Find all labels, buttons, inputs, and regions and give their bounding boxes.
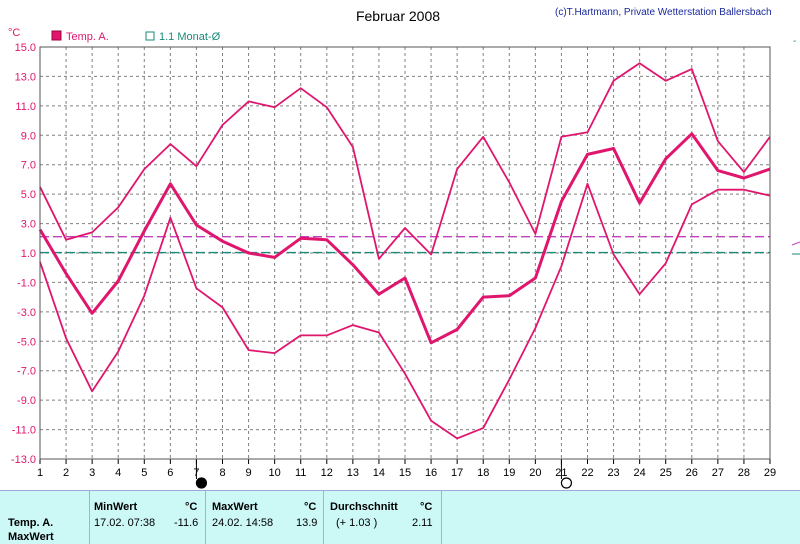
x-tick-label: 15: [399, 467, 411, 479]
divider: [441, 491, 442, 544]
legend-temp-swatch: [51, 30, 62, 41]
x-tick-label: 19: [503, 467, 515, 479]
max-date: 24.02. 14:58: [212, 517, 274, 529]
y-tick-label: 9.0: [21, 130, 36, 142]
x-tick-label: 3: [89, 467, 95, 479]
x-axis-ticks: 1234567891011121314151617181920212223242…: [37, 459, 776, 479]
moon-phase-markers: [195, 459, 573, 489]
reference-lines: [40, 236, 770, 254]
min-header: MinWert: [94, 501, 138, 513]
y-tick-label: 7.0: [21, 160, 36, 172]
min-date: 17.02. 07:38: [94, 517, 156, 529]
divider: [323, 491, 324, 544]
x-tick-label: 29: [764, 467, 776, 479]
stats-row-label: Temp. A.: [8, 517, 54, 529]
y-tick-label: 15.0: [15, 42, 36, 54]
x-tick-label: 4: [115, 467, 121, 479]
divider: [89, 491, 90, 544]
x-tick-label: 27: [712, 467, 724, 479]
y-axis-ticks: 15.0 13.0 11.0 9.0 7.0 5.0 3.0 1.0 -1.0 -3.0 -5.0 -…: [11, 42, 36, 466]
x-tick-label: 12: [321, 467, 333, 479]
x-tick-label: 18: [477, 467, 489, 479]
plot-frame: [39, 46, 771, 460]
y-axis-unit: °C: [8, 27, 20, 39]
max-unit: °C: [304, 501, 317, 513]
divider: [205, 491, 206, 544]
y-tick-label: -5.0: [17, 336, 36, 348]
stats-row-label-2: MaxWert: [8, 531, 54, 543]
x-tick-label: 25: [660, 467, 672, 479]
full-moon-icon: [560, 477, 573, 489]
legend-avg-swatch: [145, 31, 155, 41]
y-tick-label: -7.0: [17, 366, 36, 378]
x-tick-label: 13: [347, 467, 359, 479]
x-tick-label: 22: [581, 467, 593, 479]
x-tick-label: 11: [295, 467, 306, 479]
max-header: MaxWert: [212, 501, 258, 513]
y-tick-label: 13.0: [15, 71, 36, 83]
y-tick-label: 11.0: [15, 101, 36, 113]
x-tick-label: 20: [529, 467, 541, 479]
right-axis-marker-line: [791, 241, 800, 246]
y-tick-label: -11.0: [12, 425, 36, 437]
x-tick-label: 2: [63, 467, 69, 479]
min-value: -11.6: [174, 517, 199, 529]
avg-header: Durchschnitt: [330, 501, 398, 513]
x-tick-label: 5: [141, 467, 147, 479]
y-tick-label: -1.0: [17, 277, 36, 289]
legend-temp-label: Temp. A.: [66, 31, 109, 43]
max-value: 13.9: [296, 517, 318, 529]
y-tick-label: 3.0: [21, 219, 36, 231]
right-axis-marker: -: [793, 36, 796, 47]
legend-avg-label: 1.1 Monat-Ø: [159, 31, 221, 43]
series-lines: [38, 62, 771, 440]
y-tick-label: 5.0: [21, 189, 36, 201]
x-tick-label: 1: [37, 467, 43, 479]
statistics-panel: Temp. A. MaxWert MinWert °C 17.02. 07:38…: [0, 490, 800, 544]
y-tick-label: -3.0: [17, 307, 36, 319]
new-moon-icon: [195, 477, 208, 489]
avg-unit: °C: [420, 501, 433, 513]
x-tick-label: 10: [269, 467, 281, 479]
copyright-text: (c)T.Hartmann, Private Wetterstation Bal…: [555, 7, 772, 18]
series-line-min: [39, 182, 771, 440]
x-tick-label: 9: [246, 467, 252, 479]
avg-value: 2.11: [412, 517, 433, 529]
min-unit: °C: [185, 501, 198, 513]
x-tick-label: 24: [634, 467, 646, 479]
x-tick-label: 14: [373, 467, 385, 479]
series-line-max: [39, 62, 771, 260]
temperature-chart: Februar 2008 (c)T.Hartmann, Private Wett…: [8, 7, 800, 489]
x-tick-label: 17: [451, 467, 463, 479]
y-tick-label: -9.0: [17, 395, 36, 407]
x-tick-label: 6: [167, 467, 173, 479]
x-tick-label: 16: [425, 467, 437, 479]
y-tick-label: 1.0: [21, 248, 36, 260]
avg-diff: (+ 1.03 ): [336, 517, 378, 529]
series-line-mittel: [38, 132, 771, 345]
x-tick-label: 23: [607, 467, 619, 479]
x-tick-label: 28: [738, 467, 750, 479]
chart-title: Februar 2008: [356, 8, 440, 24]
x-tick-label: 26: [686, 467, 698, 479]
y-tick-label: -13.0: [11, 454, 36, 466]
x-tick-label: 8: [219, 467, 225, 479]
